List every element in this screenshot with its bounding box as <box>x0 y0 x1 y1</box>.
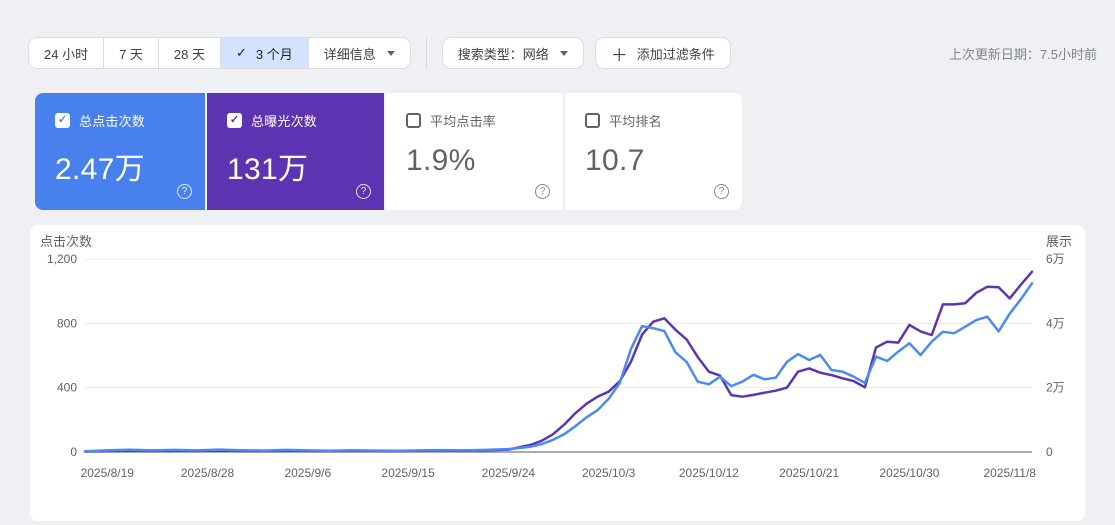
date-range-label: 24 小时 <box>44 46 89 62</box>
date-range-group: 24 小时 7 天 28 天 ✓ 3 个月 详细信息 <box>28 37 411 69</box>
x-axis-tick: 2025/9/15 <box>381 466 435 480</box>
help-icon[interactable]: ? <box>356 184 371 199</box>
date-range-3mo-selected[interactable]: ✓ 3 个月 <box>220 38 308 68</box>
left-axis-tick: 800 <box>57 316 77 330</box>
checkbox-unchecked-icon[interactable] <box>406 112 421 128</box>
x-axis-tick: 2025/9/6 <box>284 466 331 480</box>
details-button[interactable]: 详细信息 <box>307 38 410 68</box>
date-range-24h[interactable]: 24 小时 <box>29 38 104 68</box>
left-axis-tick: 0 <box>70 445 77 459</box>
date-range-label: 28 天 <box>173 46 205 62</box>
metric-card-total-impressions[interactable]: ✓ 总曝光次数 131万 ? <box>207 93 384 210</box>
clicks-line <box>83 282 1034 453</box>
metric-label: 总曝光次数 <box>251 113 318 129</box>
add-filter-label: 添加过滤条件 <box>636 46 715 62</box>
right-axis-tick: 4万 <box>1046 316 1065 330</box>
metric-value: 2.47万 <box>55 153 145 186</box>
metric-value: 10.7 <box>585 144 645 177</box>
x-axis-tick: 2025/10/30 <box>879 466 939 480</box>
check-icon: ✓ <box>236 45 247 60</box>
performance-chart[interactable]: 1,200 6万 800 4万 400 2万 0 0 点击次数 展示 2025/8/19 2025/8… <box>30 225 1085 521</box>
date-range-7d[interactable]: 7 天 <box>103 38 158 68</box>
checkbox-checked-icon[interactable]: ✓ <box>55 112 70 128</box>
x-axis-tick: 2025/8/28 <box>181 466 235 480</box>
right-axis-tick: 6万 <box>1046 252 1065 266</box>
x-axis-tick: 2025/8/19 <box>81 466 135 480</box>
last-updated-text: 上次更新日期：7.5小时前 <box>948 46 1097 62</box>
date-range-28d[interactable]: 28 天 <box>157 38 220 68</box>
add-filter-button[interactable]: ＋ 添加过滤条件 <box>594 37 731 69</box>
impressions-line <box>83 270 1034 453</box>
right-axis-title: 展示 <box>1046 234 1072 249</box>
x-axis-tick: 2025/9/24 <box>482 466 536 480</box>
metric-card-avg-position[interactable]: 平均排名 10.7 ? <box>565 93 742 210</box>
metric-label: 总点击次数 <box>79 113 146 129</box>
checkbox-checked-icon[interactable]: ✓ <box>227 112 242 128</box>
metric-value: 131万 <box>227 153 309 186</box>
left-axis-title: 点击次数 <box>40 234 92 249</box>
metric-card-avg-ctr[interactable]: 平均点击率 1.9% ? <box>386 93 563 210</box>
help-icon[interactable]: ? <box>535 184 550 199</box>
date-range-label: 3 个月 <box>255 46 293 62</box>
metric-label: 平均排名 <box>609 113 662 129</box>
metric-value: 1.9% <box>406 144 476 177</box>
left-axis-tick: 1,200 <box>47 252 77 266</box>
help-icon[interactable]: ? <box>714 184 729 199</box>
metric-cards-row: ✓ 总点击次数 2.47万 ? ✓ 总曝光次数 131万 ? 平均点击率 1.9… <box>35 93 742 210</box>
details-label: 详细信息 <box>323 46 376 62</box>
help-icon[interactable]: ? <box>177 184 192 199</box>
metric-card-total-clicks[interactable]: ✓ 总点击次数 2.47万 ? <box>35 93 205 210</box>
plus-icon: ＋ <box>610 45 628 65</box>
date-range-label: 7 天 <box>119 46 143 62</box>
right-axis-tick: 0 <box>1046 445 1053 459</box>
toolbar: 24 小时 7 天 28 天 ✓ 3 个月 详细信息 搜索类型：网络 ＋ 添加过… <box>28 37 1097 69</box>
x-axis-tick: 2025/11/8 <box>983 466 1036 480</box>
x-axis-tick: 2025/10/3 <box>582 466 636 480</box>
x-axis-tick: 2025/10/12 <box>679 466 739 480</box>
metric-label: 平均点击率 <box>430 113 497 129</box>
chevron-down-icon <box>559 50 568 56</box>
chart-canvas[interactable]: 1,200 6万 800 4万 400 2万 0 0 点击次数 展示 2025/8/19 2025/8… <box>30 225 1085 521</box>
left-axis-tick: 400 <box>57 381 77 395</box>
chevron-down-icon <box>386 50 395 56</box>
search-type-label: 搜索类型：网络 <box>457 46 549 62</box>
search-type-button[interactable]: 搜索类型：网络 <box>441 37 584 69</box>
x-axis-tick: 2025/10/21 <box>779 466 839 480</box>
right-axis-tick: 2万 <box>1046 381 1065 395</box>
checkbox-unchecked-icon[interactable] <box>585 112 600 128</box>
toolbar-divider <box>425 38 427 68</box>
